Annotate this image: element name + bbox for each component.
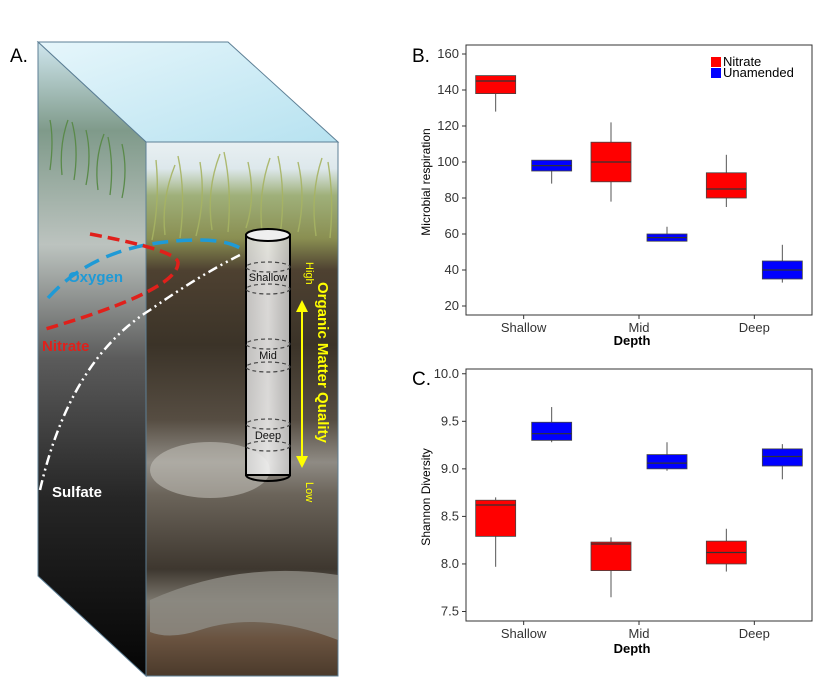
core-label-shallow: Shallow	[249, 272, 288, 284]
chart-b-legend: Nitrate Unamended	[711, 54, 794, 80]
chart-c-ylabel: Shannon Diversity	[419, 448, 433, 545]
side-grass	[49, 119, 126, 199]
quality-low-label: Low	[303, 482, 315, 502]
chart-b-xlabel: Depth	[614, 333, 651, 348]
panel-a-letter: A.	[10, 46, 28, 67]
y-tick-label: 9.0	[441, 461, 459, 476]
y-tick-label: 8.0	[441, 556, 459, 571]
legend-label-nitrate: Nitrate	[723, 54, 761, 69]
quality-title: Organic Matter Quality	[314, 282, 331, 444]
x-tick-label-mid: Mid	[629, 626, 650, 641]
panel-b-letter: B.	[412, 46, 430, 67]
box-plot-charts: B. 20 40 60 80 100 120 140 160 Shallow Mid Deep Mi…	[412, 44, 813, 656]
box-nitrate-mid	[590, 541, 632, 572]
chart-c-xlabel: Depth	[614, 641, 651, 656]
box-nitrate-shallow	[475, 75, 517, 94]
plot-frame	[465, 44, 813, 316]
core-label-deep: Deep	[255, 430, 281, 442]
mineral-patch	[150, 442, 270, 498]
y-tick-label: 140	[437, 82, 459, 97]
block-side-face	[37, 40, 147, 678]
box-nitrate-shallow	[475, 499, 517, 537]
panel-c-letter: C.	[412, 369, 431, 390]
y-tick-label: 10.0	[434, 366, 459, 381]
chart-b-ylabel: Microbial respiration	[419, 128, 433, 235]
nitrate-curve	[41, 232, 180, 332]
legend-swatch-nitrate	[711, 57, 721, 67]
y-tick-label: 20	[445, 298, 459, 313]
y-tick-label: 8.5	[441, 508, 459, 523]
water-pool	[150, 570, 338, 640]
chart-b: 20 40 60 80 100 120 140 160 Shallow Mid Deep	[437, 44, 813, 335]
x-tick-label-deep: Deep	[739, 320, 770, 335]
soil-core	[245, 228, 291, 482]
legend-swatch-unamended	[711, 68, 721, 78]
y-tick-label: 9.5	[441, 413, 459, 428]
oxygen-curve	[46, 238, 241, 300]
sulfate-label: Sulfate	[52, 484, 102, 501]
x-tick-label-shallow: Shallow	[501, 626, 547, 641]
y-tick-label: 40	[445, 262, 459, 277]
box-nitrate-deep	[705, 172, 747, 199]
box-unamended-deep	[761, 448, 803, 467]
y-tick-label: 120	[437, 118, 459, 133]
x-tick-label-deep: Deep	[739, 626, 770, 641]
box-unamended-shallow	[531, 421, 573, 441]
y-tick-label: 80	[445, 190, 459, 205]
oxygen-label: Oxygen	[68, 269, 123, 286]
y-tick-label: 100	[437, 154, 459, 169]
quality-high-label: High	[303, 262, 315, 285]
chart-c: 7.5 8.0 8.5 9.0 9.5 10.0 Shallow Mid Deep	[434, 366, 813, 641]
grass-texture	[151, 151, 333, 241]
box-unamended-mid	[646, 454, 688, 470]
soil-profile-illustration: A. Shallow Mid De	[10, 40, 340, 678]
legend-label-unamended: Unamended	[723, 65, 794, 80]
y-tick-label: 60	[445, 226, 459, 241]
quality-arrow	[296, 300, 308, 468]
core-label-mid: Mid	[259, 350, 277, 362]
x-tick-label-mid: Mid	[629, 320, 650, 335]
y-tick-label: 160	[437, 46, 459, 61]
nitrate-label: Nitrate	[42, 338, 90, 355]
x-tick-label-shallow: Shallow	[501, 320, 547, 335]
plot-frame	[465, 368, 813, 622]
y-tick-label: 7.5	[441, 603, 459, 618]
sulfate-curve	[38, 253, 241, 491]
